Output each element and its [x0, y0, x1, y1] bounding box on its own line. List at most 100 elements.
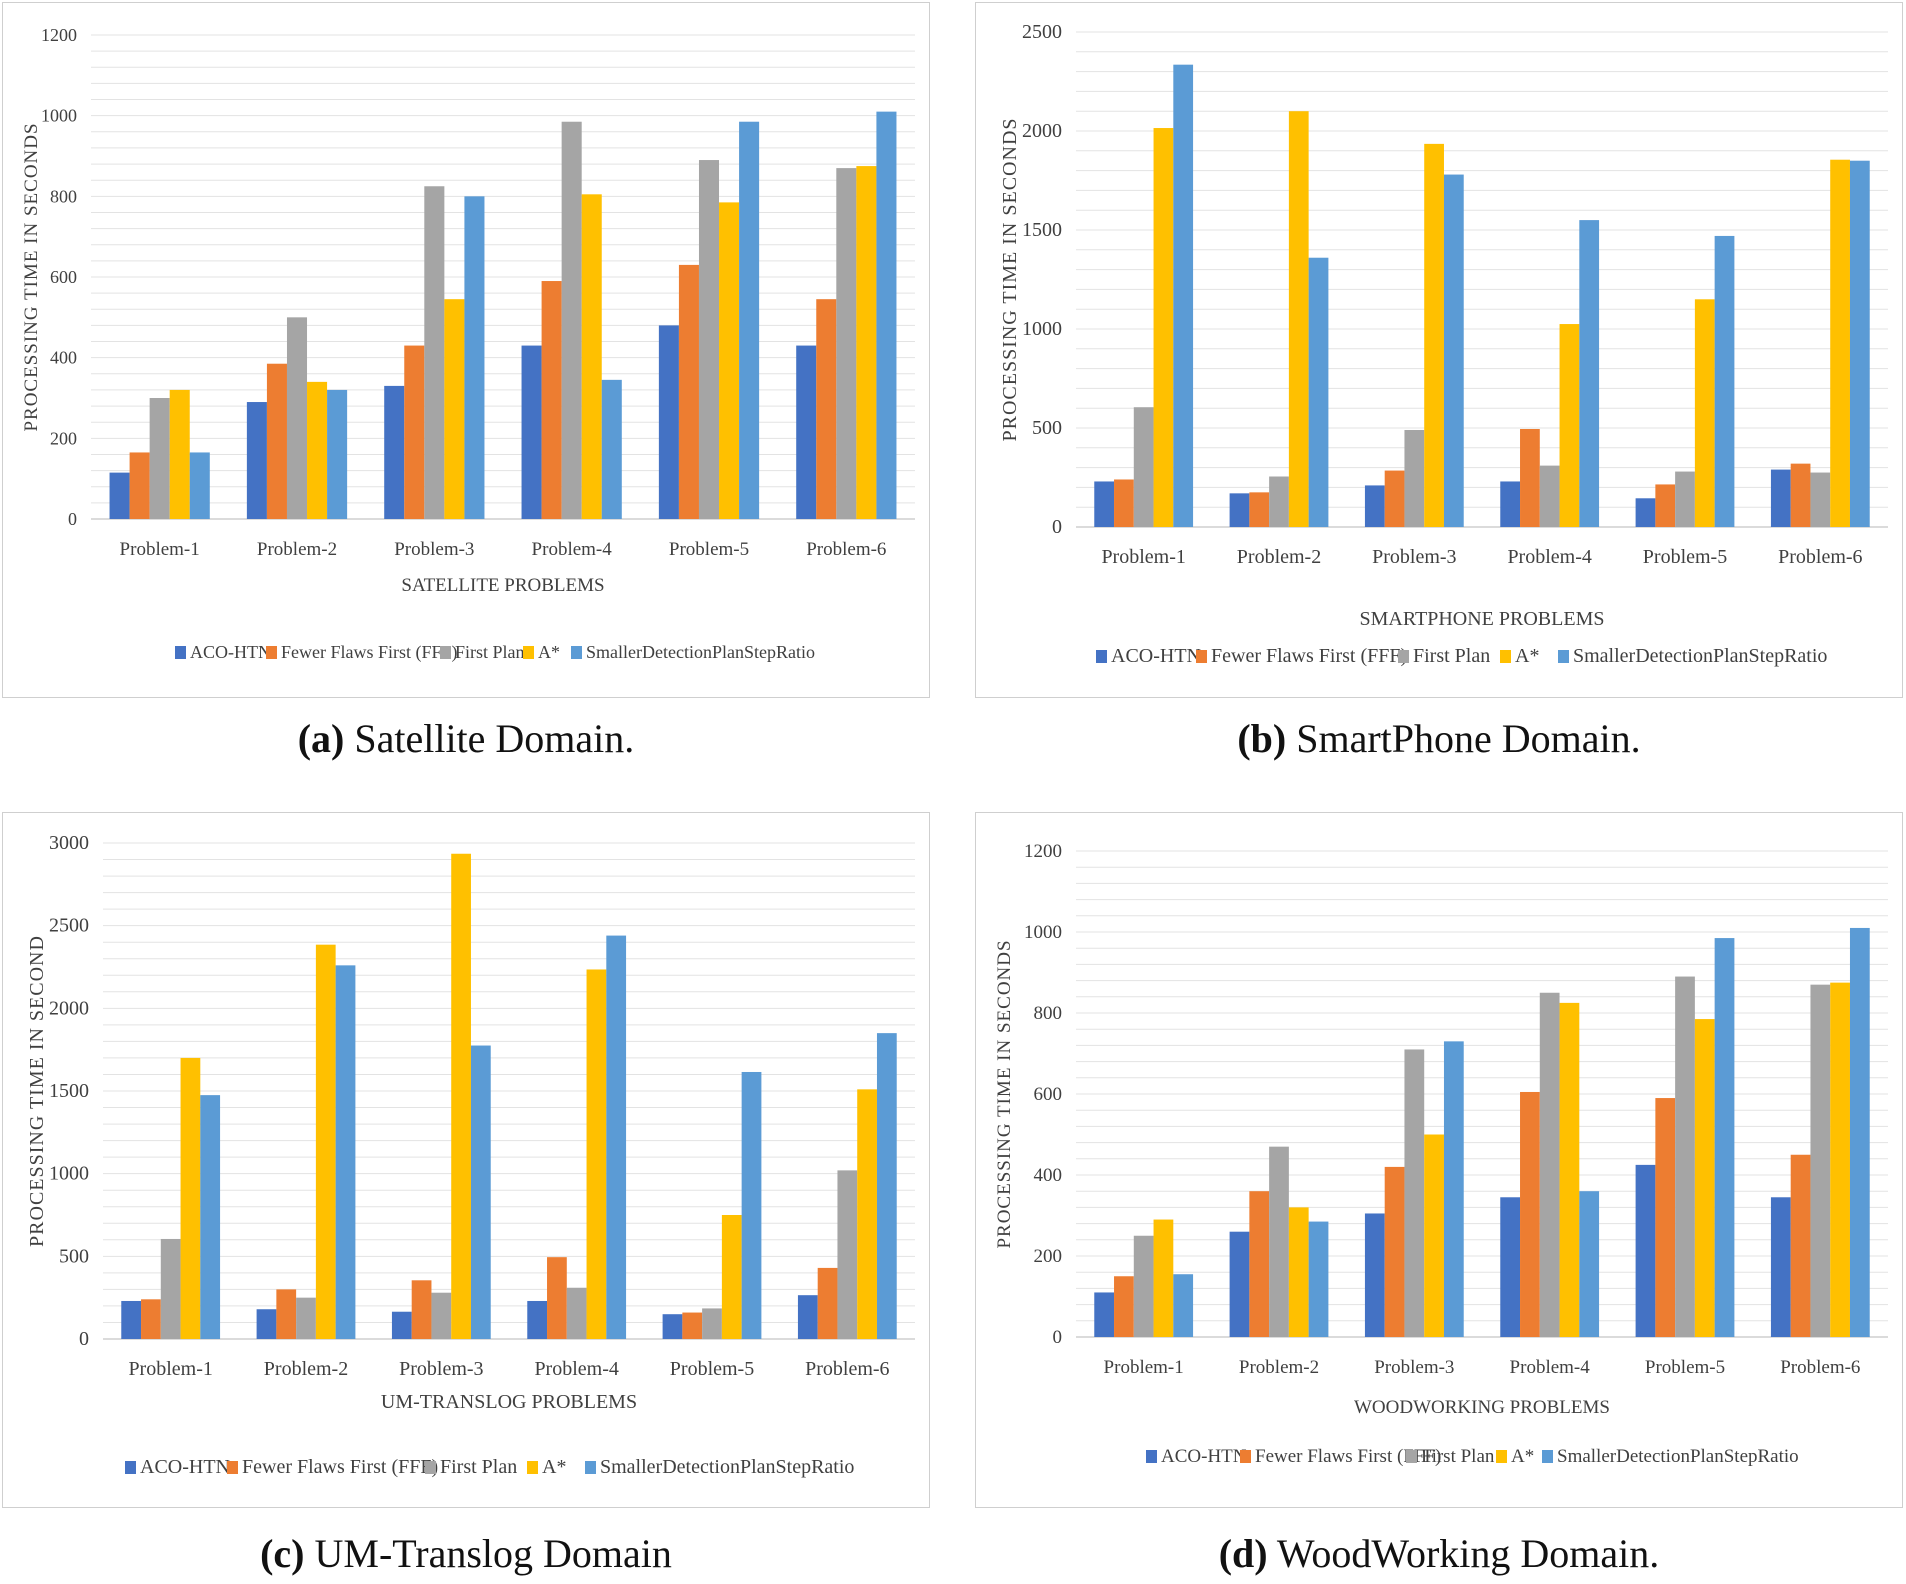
- caption-label: (d): [1218, 1531, 1268, 1576]
- legend: ACO-HTN Fewer Flaws First (FFF)First Plan…: [125, 1456, 854, 1478]
- legend-swatch: [440, 646, 451, 659]
- bar: [1133, 407, 1154, 527]
- y-tick-label: 1200: [1024, 841, 1062, 862]
- bar: [581, 194, 602, 520]
- legend-label: Fewer Flaws First (FFF): [242, 1456, 438, 1478]
- bar: [1635, 1164, 1656, 1337]
- x-tick-label: Problem-5: [669, 539, 749, 560]
- legend: ACO-HTN Fewer Flaws First (FFF)First Plan…: [1146, 1446, 1799, 1467]
- legend-swatch: [266, 646, 277, 659]
- bar: [307, 381, 328, 519]
- bar: [1269, 1146, 1289, 1337]
- gridlines: [91, 34, 915, 520]
- y-axis-label: PROCESSING TIME IN SECONDS: [994, 939, 1015, 1248]
- y-tick-label: 500: [59, 1245, 89, 1267]
- legend-swatch: [585, 1461, 596, 1474]
- bar: [1133, 1235, 1154, 1337]
- bar: [797, 1295, 818, 1339]
- caption-woodworking: (d) WoodWorking Domain.: [975, 1530, 1903, 1577]
- bar: [521, 345, 542, 519]
- bar: [1443, 174, 1464, 527]
- bar: [1579, 220, 1600, 527]
- bar: [1094, 481, 1115, 527]
- bar: [601, 379, 622, 519]
- bar: [129, 452, 150, 519]
- bar: [404, 345, 425, 519]
- x-tick-label: Problem-6: [1778, 546, 1862, 568]
- gridlines: [103, 842, 915, 1340]
- gridlines: [1076, 31, 1888, 528]
- bar: [541, 281, 562, 519]
- legend-swatch: [175, 646, 186, 659]
- bar: [424, 186, 445, 519]
- legend-swatch: [527, 1461, 538, 1474]
- x-tick-label: Problem-1: [1101, 546, 1185, 568]
- y-tick-label: 0: [1053, 1327, 1063, 1348]
- caption-smartphone: (b) SmartPhone Domain.: [975, 715, 1903, 762]
- bar: [1153, 128, 1174, 527]
- bar: [1114, 1276, 1134, 1337]
- y-tick-label: 2500: [1022, 21, 1062, 43]
- series-SmallerDetectionPlanStepRatio: [189, 111, 897, 520]
- series-ACO-HTN: [1094, 469, 1791, 527]
- caption-text: WoodWorking Domain.: [1276, 1531, 1660, 1576]
- x-tick-label: Problem-4: [534, 1358, 618, 1380]
- bar: [1849, 160, 1870, 527]
- y-tick-label: 2000: [1022, 120, 1062, 142]
- y-tick-label: 1500: [49, 1080, 89, 1102]
- bar: [1694, 1019, 1715, 1337]
- chart-panel-satellite: 0 200 400 600 800 1000 1200 PROCESSING TIME IN …: [2, 2, 930, 698]
- legend-swatch: [1398, 650, 1409, 663]
- bar: [702, 1308, 722, 1339]
- y-tick-label: 0: [79, 1328, 89, 1350]
- bar: [721, 1215, 742, 1339]
- caption-umtranslog: (c) UM-Translog Domain: [2, 1530, 930, 1577]
- bar: [1694, 299, 1715, 527]
- bar: [109, 472, 130, 519]
- bar: [1520, 428, 1540, 527]
- bar: [160, 1238, 181, 1339]
- y-tick-label: 2500: [49, 915, 89, 937]
- bar: [527, 1300, 548, 1339]
- series-ACO-HTN: [1094, 1164, 1791, 1337]
- bar: [276, 1289, 297, 1339]
- x-tick-label: Problem-3: [1372, 546, 1456, 568]
- bar: [1579, 1191, 1600, 1337]
- bar: [200, 1095, 221, 1339]
- legend-label: First Plan: [440, 1456, 517, 1478]
- bar: [189, 452, 210, 519]
- y-tick-label: 200: [1034, 1246, 1063, 1267]
- bar: [547, 1257, 567, 1339]
- bar: [1404, 429, 1425, 527]
- bar: [836, 168, 857, 519]
- bar: [662, 1314, 683, 1339]
- bar: [121, 1300, 142, 1339]
- bar: [1308, 257, 1329, 527]
- legend-label: A*: [542, 1456, 566, 1478]
- series-First Plan: [160, 1170, 858, 1339]
- bar: [411, 1280, 432, 1339]
- legend-swatch: [1196, 650, 1207, 663]
- legend-swatch: [227, 1461, 238, 1474]
- bar: [180, 1057, 201, 1339]
- bar: [431, 1292, 452, 1339]
- x-tick-label: Problem-5: [670, 1358, 754, 1380]
- bar: [1500, 481, 1521, 527]
- bar: [451, 853, 471, 1339]
- y-tick-label: 1000: [41, 106, 77, 126]
- bar: [391, 1311, 412, 1339]
- legend-swatch: [1406, 1450, 1417, 1463]
- chart-panel-smartphone: 0 500 1000 1500 2000 2500 PROCESSING TIME IN S…: [975, 2, 1903, 698]
- bar: [1714, 938, 1735, 1337]
- legend-swatch: [1096, 650, 1107, 663]
- bar: [1249, 492, 1270, 527]
- bar: [1539, 992, 1560, 1337]
- chart-panel-woodworking: 0 200 400 600 800 1000 1200 PROCESSING TIME IN …: [975, 812, 1903, 1508]
- y-tick-label: 400: [1034, 1165, 1063, 1186]
- legend-label: SmallerDetectionPlanStepRatio: [1573, 645, 1827, 667]
- y-axis-label: PROCESSING TIME IN SECOND: [26, 935, 48, 1247]
- x-tick-label: Problem-1: [128, 1358, 212, 1380]
- bar: [817, 1267, 838, 1339]
- series-A*: [169, 166, 877, 520]
- bar: [335, 965, 356, 1339]
